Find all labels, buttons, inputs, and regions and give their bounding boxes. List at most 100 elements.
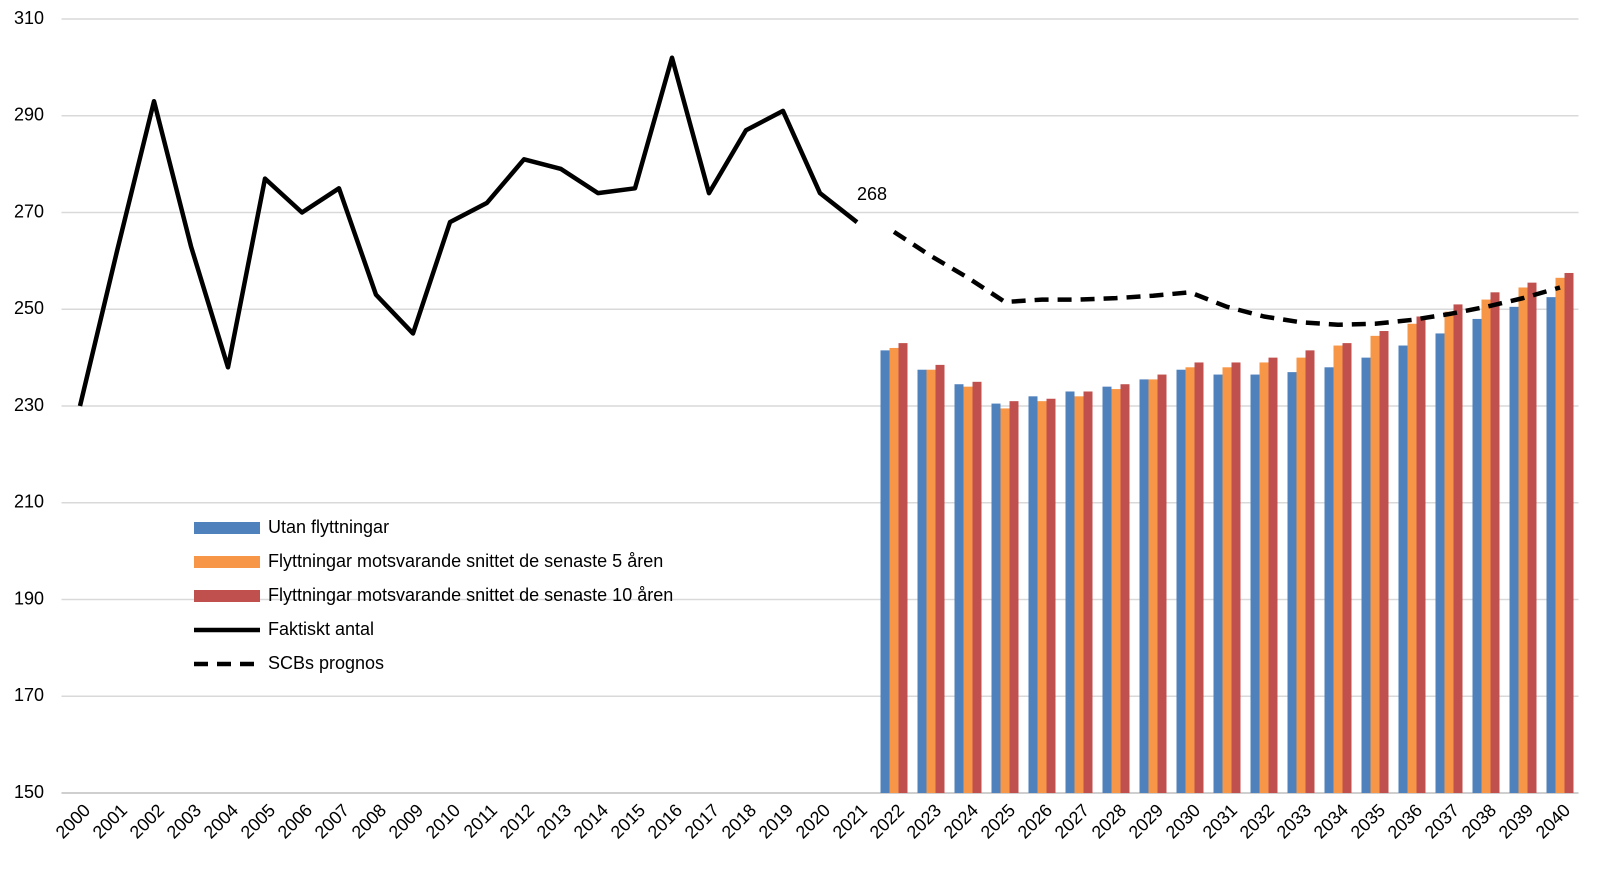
bar	[1564, 272, 1574, 793]
x-tick-label: 2033	[1273, 800, 1315, 842]
x-tick-label: 2001	[89, 800, 131, 842]
y-tick-label: 290	[14, 105, 44, 125]
legend-label: Flyttningar motsvarande snittet de senas…	[268, 585, 673, 605]
x-tick-label: 2004	[200, 800, 242, 842]
bar	[1509, 306, 1519, 793]
x-tick-label: 2021	[829, 800, 871, 842]
x-tick-label: 2011	[460, 800, 502, 842]
x-tick-label: 2030	[1162, 800, 1204, 842]
legend-swatch	[194, 556, 260, 568]
x-tick-label: 2002	[126, 800, 168, 842]
x-tick-label: 2012	[496, 800, 538, 842]
bar	[1490, 292, 1500, 793]
bar	[1074, 396, 1084, 793]
y-tick-label: 310	[14, 8, 44, 28]
x-tick-label: 2007	[311, 800, 353, 842]
bar	[1416, 316, 1426, 793]
y-tick-label: 170	[14, 685, 44, 705]
legend-swatch	[194, 590, 260, 602]
x-tick-label: 2038	[1458, 800, 1500, 842]
bar	[1324, 367, 1334, 793]
x-tick-label: 2023	[903, 800, 945, 842]
bar	[889, 347, 899, 793]
x-tick-label: 2034	[1310, 800, 1352, 842]
x-tick-label: 2025	[977, 800, 1019, 842]
bar	[954, 384, 964, 793]
bar	[1453, 304, 1463, 793]
bar	[926, 369, 936, 793]
bar	[1481, 299, 1491, 793]
x-tick-label: 2015	[607, 800, 649, 842]
bar	[1009, 401, 1019, 793]
bar	[963, 386, 973, 793]
line	[77, 55, 859, 407]
bar	[1546, 297, 1556, 793]
x-tick-label: 2029	[1125, 800, 1167, 842]
x-tick-label: 2000	[52, 800, 94, 842]
x-tick-label: 2031	[1199, 800, 1241, 842]
legend-label: Utan flyttningar	[268, 517, 389, 537]
bar	[1444, 311, 1454, 793]
x-tick-label: 2040	[1532, 800, 1574, 842]
y-tick-label: 230	[14, 395, 44, 415]
bar	[1176, 369, 1186, 793]
bar	[898, 343, 908, 793]
bar	[1157, 374, 1167, 793]
bar	[1342, 343, 1352, 793]
bar	[1259, 362, 1269, 793]
bar	[1250, 374, 1260, 793]
x-tick-label: 2028	[1088, 800, 1130, 842]
bar	[1527, 282, 1537, 793]
legend-label: Faktiskt antal	[268, 619, 374, 639]
bar	[917, 369, 927, 793]
y-tick-label: 270	[14, 201, 44, 221]
bar	[1333, 345, 1343, 793]
bar	[1555, 277, 1565, 793]
x-tick-label: 2035	[1347, 800, 1389, 842]
x-tick-label: 2003	[163, 800, 205, 842]
bar	[1407, 323, 1417, 793]
bar	[1268, 357, 1278, 793]
bar	[1065, 391, 1075, 793]
legend-label: SCBs prognos	[268, 653, 384, 673]
bar	[1148, 379, 1158, 793]
bar	[972, 381, 982, 793]
x-tick-label: 2005	[237, 800, 279, 842]
x-tick-label: 2013	[533, 800, 575, 842]
bar	[1194, 362, 1204, 793]
bar	[1102, 386, 1112, 793]
bar	[1472, 318, 1482, 793]
bar	[1518, 287, 1528, 793]
x-tick-label: 2006	[274, 800, 316, 842]
x-tick-label: 2010	[422, 800, 464, 842]
bar	[1046, 398, 1056, 793]
bar	[1028, 396, 1038, 793]
x-tick-label: 2037	[1421, 800, 1463, 842]
bar	[1037, 401, 1047, 793]
x-tick-label: 2036	[1384, 800, 1426, 842]
bar	[1213, 374, 1223, 793]
bar	[1398, 345, 1408, 793]
bar	[991, 403, 1001, 793]
y-tick-label: 190	[14, 588, 44, 608]
x-tick-label: 2009	[385, 800, 427, 842]
x-tick-label: 2008	[348, 800, 390, 842]
bar	[1435, 333, 1445, 793]
bar	[1000, 408, 1010, 793]
bar	[1379, 331, 1389, 793]
y-tick-label: 150	[14, 782, 44, 802]
bar	[1287, 372, 1297, 793]
x-tick-label: 2019	[755, 800, 797, 842]
x-tick-label: 2020	[792, 800, 834, 842]
bar	[1222, 367, 1232, 793]
legend-label: Flyttningar motsvarande snittet de senas…	[268, 551, 663, 571]
line	[892, 229, 1561, 327]
y-tick-label: 250	[14, 298, 44, 318]
bar	[1185, 367, 1195, 793]
x-tick-label: 2017	[681, 800, 723, 842]
x-tick-label: 2026	[1014, 800, 1056, 842]
x-tick-label: 2032	[1236, 800, 1278, 842]
data-label: 268	[857, 184, 887, 204]
x-tick-label: 2039	[1495, 800, 1537, 842]
